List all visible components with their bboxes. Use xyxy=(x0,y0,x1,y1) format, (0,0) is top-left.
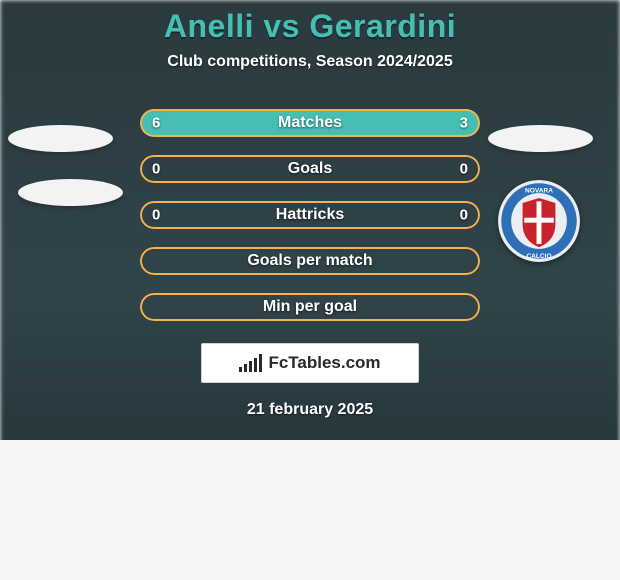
ellipse-placeholder xyxy=(488,125,593,152)
ellipse-placeholder xyxy=(18,179,123,206)
stat-row-goals: 0 Goals 0 xyxy=(140,155,480,183)
stat-row-goals-per-match: Goals per match xyxy=(140,247,480,275)
stat-value-right: 3 xyxy=(460,115,468,132)
club-badge-novara: NOVARA CALCIO xyxy=(498,180,580,262)
stat-label: Goals per match xyxy=(247,252,372,270)
stat-label: Goals xyxy=(288,160,332,178)
stat-label: Matches xyxy=(278,114,342,132)
svg-text:NOVARA: NOVARA xyxy=(525,187,553,194)
stat-rows: 6 Matches 3 0 Goals 0 0 Hattricks 0 xyxy=(140,109,480,321)
page-subtitle: Club competitions, Season 2024/2025 xyxy=(0,53,620,71)
stat-value-right: 0 xyxy=(460,161,468,178)
stat-label: Hattricks xyxy=(276,206,344,224)
brand-footer[interactable]: FcTables.com xyxy=(201,343,419,383)
ellipse-placeholder xyxy=(8,125,113,152)
stat-value-right: 0 xyxy=(460,207,468,224)
stat-row-min-per-goal: Min per goal xyxy=(140,293,480,321)
stat-label: Min per goal xyxy=(263,298,357,316)
stat-value-left: 0 xyxy=(152,207,160,224)
player-badge-left-1 xyxy=(8,116,113,161)
club-crest-icon: NOVARA CALCIO xyxy=(498,180,580,262)
stat-value-left: 0 xyxy=(152,161,160,178)
stat-row-hattricks: 0 Hattricks 0 xyxy=(140,201,480,229)
svg-text:CALCIO: CALCIO xyxy=(526,253,551,260)
player-badge-right-1 xyxy=(488,116,593,161)
stat-value-left: 6 xyxy=(152,115,160,132)
footer-date: 21 february 2025 xyxy=(0,401,620,419)
content-wrapper: Anelli vs Gerardini Club competitions, S… xyxy=(0,0,620,419)
background-bottom xyxy=(0,440,620,580)
page-title: Anelli vs Gerardini xyxy=(0,8,620,45)
brand-text: FcTables.com xyxy=(268,353,380,373)
brand-bars-icon xyxy=(239,354,262,372)
player-badge-left-2 xyxy=(18,170,123,215)
stat-row-matches: 6 Matches 3 xyxy=(140,109,480,137)
